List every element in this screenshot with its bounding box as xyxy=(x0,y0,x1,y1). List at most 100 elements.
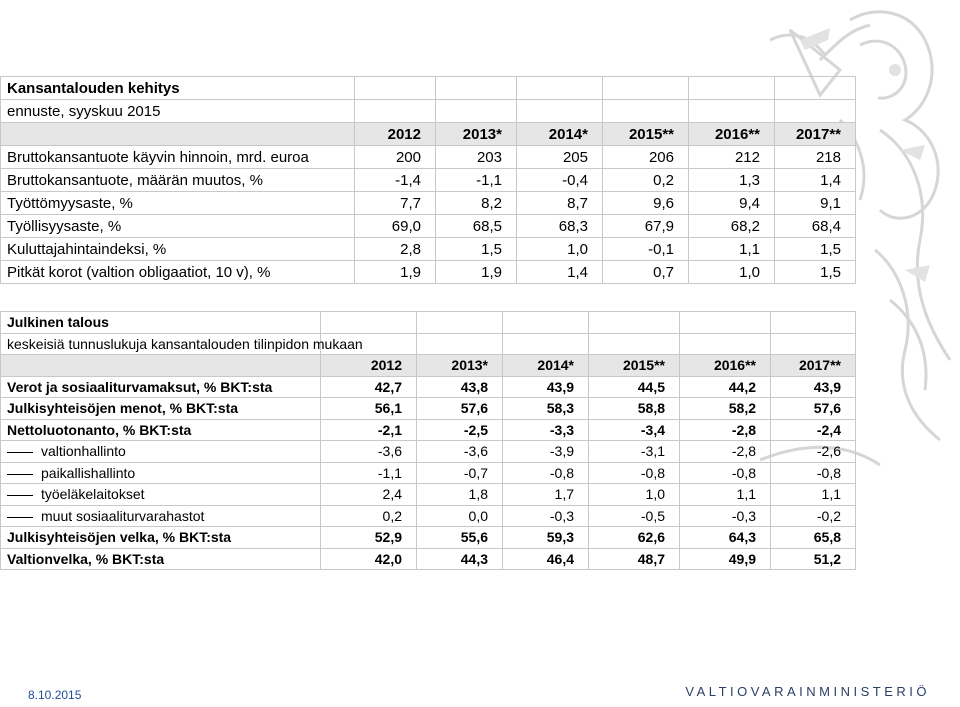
economy-forecast-table: Kansantalouden kehitys ennuste, syyskuu … xyxy=(0,76,856,284)
cell-value: 9,6 xyxy=(602,191,689,215)
cell-value: -2,8 xyxy=(679,418,771,441)
table-subtitle: ennuste, syyskuu 2015 xyxy=(0,99,355,123)
table-row: Julkisyhteisöjen menot, % BKT:sta 56,1 57,… xyxy=(0,397,856,420)
cell-value: 42,7 xyxy=(320,375,417,398)
cell-value: 8,7 xyxy=(516,191,603,215)
cell-value: 1,0 xyxy=(516,237,603,261)
cell-value: 9,1 xyxy=(774,191,856,215)
column-header: 2015** xyxy=(602,122,689,146)
cell-value: -0,8 xyxy=(679,461,771,484)
cell-value: 0,2 xyxy=(320,504,417,527)
cell-value: 206 xyxy=(602,145,689,169)
cell-value: -1,4 xyxy=(354,168,436,192)
column-header: 2013* xyxy=(416,354,503,377)
cell-value: 200 xyxy=(354,145,436,169)
cell-value: 56,1 xyxy=(320,397,417,420)
cell-value: 0,2 xyxy=(602,168,689,192)
cell-value: 1,7 xyxy=(502,483,589,506)
cell-value: -2,8 xyxy=(679,440,771,463)
cell-value: 64,3 xyxy=(679,526,771,549)
row-label: Bruttokansantuote käyvin hinnoin, mrd. e… xyxy=(7,148,309,166)
cell-value: 58,3 xyxy=(502,397,589,420)
table-title: Kansantalouden kehitys xyxy=(0,76,355,100)
footer-organization: VALTIOVARAINMINISTERIÖ xyxy=(685,684,930,699)
cell-value: 1,0 xyxy=(588,483,680,506)
cell-value: -3,6 xyxy=(320,440,417,463)
row-label: Työllisyysaste, % xyxy=(7,217,122,235)
cell-value: 43,8 xyxy=(416,375,503,398)
cell-value: 68,3 xyxy=(516,214,603,238)
table-row: Bruttokansantuote, määrän muutos, % -1,4-… xyxy=(0,168,856,192)
cell-value: 1,9 xyxy=(435,260,517,284)
column-header: 2016** xyxy=(688,122,775,146)
cell-value: 67,9 xyxy=(602,214,689,238)
cell-value: -0,2 xyxy=(770,504,856,527)
cell-value: -0,7 xyxy=(416,461,503,484)
cell-value: -0,4 xyxy=(516,168,603,192)
sub-item-dash xyxy=(7,495,33,497)
cell-value: 65,8 xyxy=(770,526,856,549)
cell-value: 0,0 xyxy=(416,504,503,527)
cell-value: 42,0 xyxy=(320,547,417,570)
cell-value: 46,4 xyxy=(502,547,589,570)
column-header: 2012 xyxy=(320,354,417,377)
cell-value: 212 xyxy=(688,145,775,169)
cell-value: -1,1 xyxy=(435,168,517,192)
table-row: paikallishallinto -1,1 -0,7 -0,8 -0,8 -0,8 -0,… xyxy=(0,461,856,484)
table-row: Bruttokansantuote käyvin hinnoin, mrd. e… xyxy=(0,145,856,169)
cell-value: 44,5 xyxy=(588,375,680,398)
cell-value: 7,7 xyxy=(354,191,436,215)
cell-value: -2,6 xyxy=(770,440,856,463)
cell-value: 44,3 xyxy=(416,547,503,570)
column-header: 2017** xyxy=(770,354,856,377)
cell-value: -0,3 xyxy=(502,504,589,527)
cell-value: 1,0 xyxy=(688,260,775,284)
cell-value: 55,6 xyxy=(416,526,503,549)
cell-value: -0,8 xyxy=(588,461,680,484)
cell-value: 2,4 xyxy=(320,483,417,506)
table-row: Pitkät korot (valtion obligaatiot, 10 v)… xyxy=(0,260,856,284)
row-label: muut sosiaaliturvarahastot xyxy=(41,507,205,524)
cell-value: 1,8 xyxy=(416,483,503,506)
cell-value: -0,1 xyxy=(602,237,689,261)
cell-value: -0,8 xyxy=(502,461,589,484)
cell-value: 205 xyxy=(516,145,603,169)
cell-value: 58,8 xyxy=(588,397,680,420)
row-label: Julkisyhteisöjen menot, % BKT:sta xyxy=(7,400,239,417)
cell-value: 43,9 xyxy=(502,375,589,398)
cell-value: 68,5 xyxy=(435,214,517,238)
cell-value: 69,0 xyxy=(354,214,436,238)
row-label: Kuluttajahintaindeksi, % xyxy=(7,240,167,258)
cell-value: 52,9 xyxy=(320,526,417,549)
footer-date: 8.10.2015 xyxy=(28,688,82,702)
cell-value: 57,6 xyxy=(770,397,856,420)
row-label: työeläkelaitokset xyxy=(41,486,145,503)
row-label: paikallishallinto xyxy=(41,464,136,481)
cell-value: -0,8 xyxy=(770,461,856,484)
cell-value: 1,1 xyxy=(770,483,856,506)
column-header-row: 2012 2013* 2014* 2015** 2016** 2017** xyxy=(0,354,856,377)
cell-value: 1,1 xyxy=(679,483,771,506)
table-row: työeläkelaitokset 2,4 1,8 1,7 1,0 1,1 1,1 xyxy=(0,483,856,506)
cell-value: -3,1 xyxy=(588,440,680,463)
cell-value: 1,5 xyxy=(435,237,517,261)
row-label: Työttömyysaste, % xyxy=(7,194,133,212)
cell-value: 1,4 xyxy=(774,168,856,192)
cell-value: 58,2 xyxy=(679,397,771,420)
column-header: 2017** xyxy=(774,122,856,146)
column-header: 2014* xyxy=(516,122,603,146)
cell-value: -0,3 xyxy=(679,504,771,527)
cell-value: 49,9 xyxy=(679,547,771,570)
row-label: Verot ja sosiaaliturvamaksut, % BKT:sta xyxy=(7,378,273,395)
table-row: muut sosiaaliturvarahastot 0,2 0,0 -0,3 -0,5… xyxy=(0,504,856,527)
sub-item-dash xyxy=(7,516,33,518)
cell-value: 59,3 xyxy=(502,526,589,549)
cell-value: 48,7 xyxy=(588,547,680,570)
cell-value: 1,1 xyxy=(688,237,775,261)
cell-value: 57,6 xyxy=(416,397,503,420)
cell-value: -3,6 xyxy=(416,440,503,463)
cell-value: 203 xyxy=(435,145,517,169)
row-label: Pitkät korot (valtion obligaatiot, 10 v)… xyxy=(7,263,271,281)
cell-value: 1,5 xyxy=(774,260,856,284)
sub-item-dash xyxy=(7,473,33,475)
